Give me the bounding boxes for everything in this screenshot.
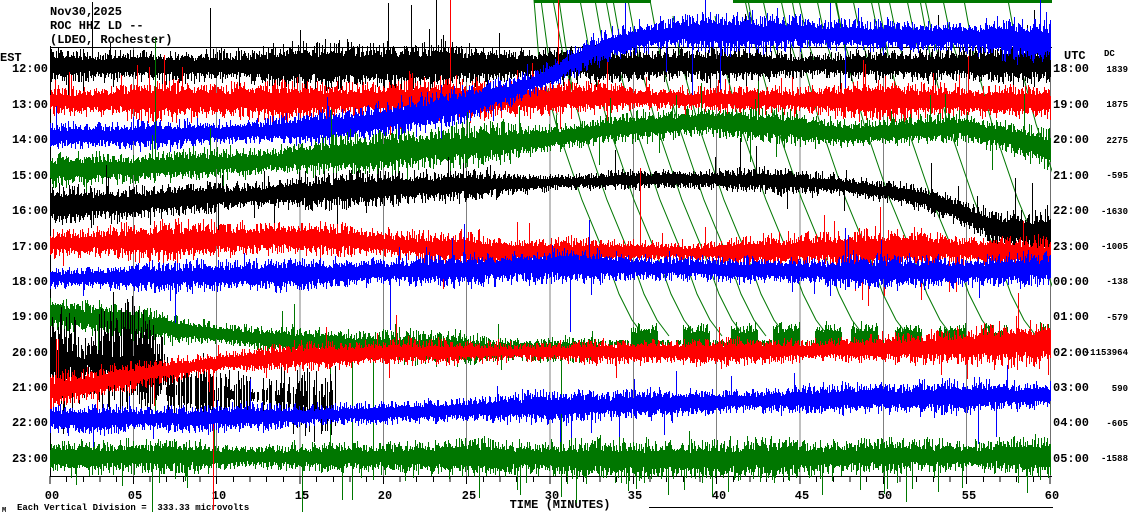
svg-text:05: 05 bbox=[128, 489, 142, 503]
svg-text:-1153964: -1153964 bbox=[1085, 348, 1129, 358]
svg-text:-595: -595 bbox=[1106, 171, 1128, 181]
svg-text:22:00: 22:00 bbox=[12, 416, 48, 430]
svg-text:17:00: 17:00 bbox=[12, 240, 48, 254]
svg-text:16:00: 16:00 bbox=[12, 204, 48, 218]
svg-text:15:00: 15:00 bbox=[12, 169, 48, 183]
svg-text:00: 00 bbox=[45, 489, 59, 503]
svg-text:20: 20 bbox=[378, 489, 392, 503]
svg-text:40: 40 bbox=[712, 489, 726, 503]
svg-text:01:00: 01:00 bbox=[1053, 310, 1089, 324]
svg-text:50: 50 bbox=[878, 489, 892, 503]
svg-text:M: M bbox=[2, 507, 6, 515]
svg-text:1839: 1839 bbox=[1106, 65, 1128, 75]
svg-text:(LDEO, Rochester): (LDEO, Rochester) bbox=[50, 33, 172, 47]
svg-text:21:00: 21:00 bbox=[1053, 169, 1089, 183]
svg-text:04:00: 04:00 bbox=[1053, 416, 1089, 430]
svg-text:03:00: 03:00 bbox=[1053, 381, 1089, 395]
svg-text:12:00: 12:00 bbox=[12, 62, 48, 76]
svg-text:55: 55 bbox=[962, 489, 976, 503]
svg-text:19:00: 19:00 bbox=[12, 310, 48, 324]
svg-text:02:00: 02:00 bbox=[1053, 346, 1089, 360]
svg-text:ROC HHZ LD --: ROC HHZ LD -- bbox=[50, 19, 144, 33]
svg-text:TIME (MINUTES): TIME (MINUTES) bbox=[510, 498, 611, 512]
svg-text:2275: 2275 bbox=[1106, 136, 1128, 146]
svg-text:-579: -579 bbox=[1106, 313, 1128, 323]
svg-text:UTC: UTC bbox=[1064, 49, 1086, 63]
svg-text:-1630: -1630 bbox=[1101, 207, 1128, 217]
svg-text:-138: -138 bbox=[1106, 277, 1128, 287]
svg-text:22:00: 22:00 bbox=[1053, 204, 1089, 218]
svg-text:DC: DC bbox=[1104, 49, 1115, 59]
svg-text:-1588: -1588 bbox=[1101, 454, 1128, 464]
svg-text:18:00: 18:00 bbox=[1053, 62, 1089, 76]
svg-text:20:00: 20:00 bbox=[1053, 133, 1089, 147]
svg-text:21:00: 21:00 bbox=[12, 381, 48, 395]
svg-text:19:00: 19:00 bbox=[1053, 98, 1089, 112]
svg-text:Nov30,2025: Nov30,2025 bbox=[50, 5, 122, 19]
svg-text:13:00: 13:00 bbox=[12, 98, 48, 112]
svg-text:-605: -605 bbox=[1106, 419, 1128, 429]
svg-text:10: 10 bbox=[212, 489, 226, 503]
svg-text:23:00: 23:00 bbox=[12, 452, 48, 466]
svg-text:60: 60 bbox=[1045, 489, 1059, 503]
svg-text:23:00: 23:00 bbox=[1053, 240, 1089, 254]
svg-text:14:00: 14:00 bbox=[12, 133, 48, 147]
svg-text:25: 25 bbox=[462, 489, 476, 503]
svg-text:1875: 1875 bbox=[1106, 100, 1128, 110]
svg-text:35: 35 bbox=[628, 489, 642, 503]
svg-text:30: 30 bbox=[545, 489, 559, 503]
svg-text:05:00: 05:00 bbox=[1053, 452, 1089, 466]
svg-text:20:00: 20:00 bbox=[12, 346, 48, 360]
svg-text:Each Vertical Division = 333.: Each Vertical Division = 333.33 microvol… bbox=[17, 503, 249, 513]
svg-text:45: 45 bbox=[795, 489, 809, 503]
svg-text:18:00: 18:00 bbox=[12, 275, 48, 289]
svg-text:00:00: 00:00 bbox=[1053, 275, 1089, 289]
svg-text:-1005: -1005 bbox=[1101, 242, 1128, 252]
svg-text:EST: EST bbox=[0, 51, 22, 65]
svg-text:590: 590 bbox=[1112, 384, 1128, 394]
